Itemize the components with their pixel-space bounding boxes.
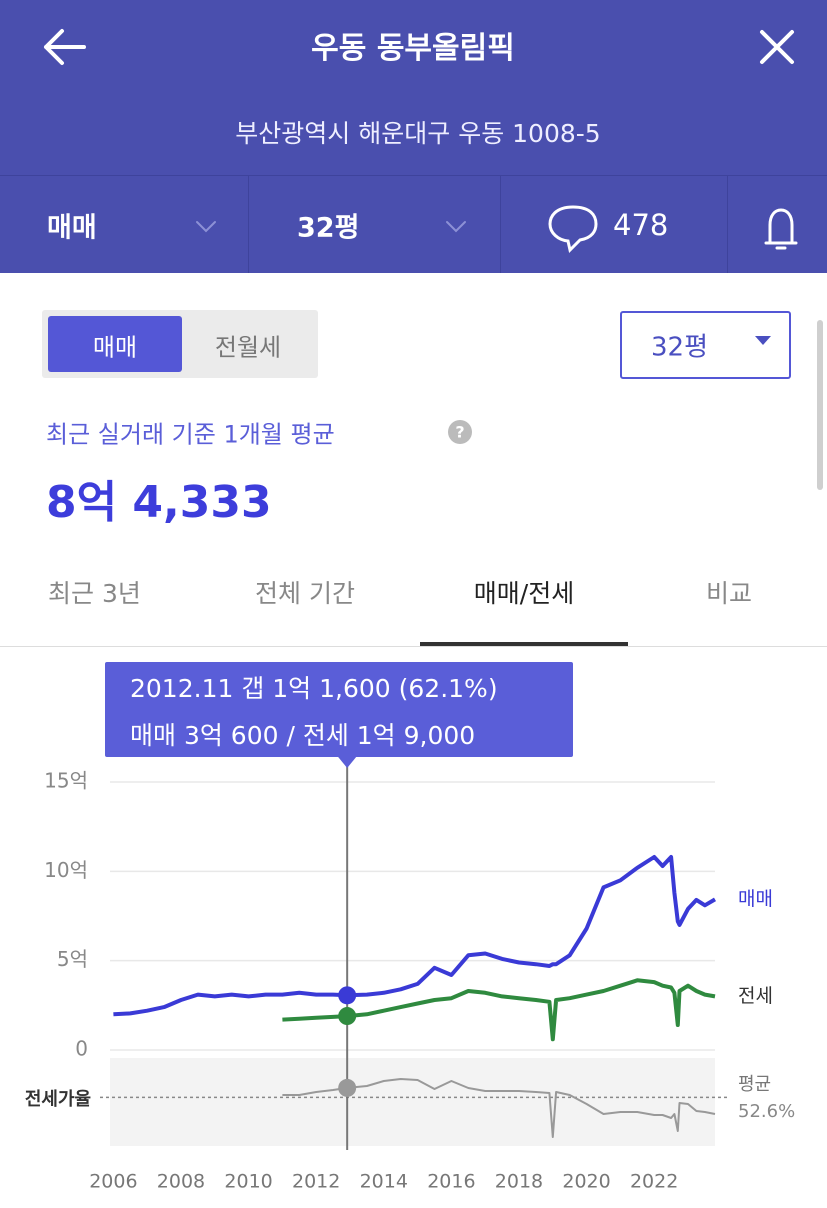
tab[interactable]: 비교 xyxy=(706,579,753,608)
summary-label: 최근 실거래 기준 1개월 평균 xyxy=(46,420,335,449)
series-line xyxy=(282,1078,716,1138)
x-tick-label: 2006 xyxy=(89,1171,137,1193)
selected-point xyxy=(338,986,357,1005)
chevron[interactable] xyxy=(196,221,216,233)
x-tick-label: 2014 xyxy=(360,1171,408,1193)
series-line xyxy=(282,978,716,1042)
tooltip-pointer xyxy=(338,757,357,768)
x-tick-label: 2016 xyxy=(427,1171,475,1193)
deal-type-filter[interactable]: 매매 xyxy=(47,212,97,244)
header xyxy=(0,0,827,273)
toggle-selected[interactable] xyxy=(48,316,182,372)
tooltip-text: 매매 3억 600 / 전세 1억 9,000 xyxy=(130,721,475,750)
selected-point xyxy=(338,1078,357,1097)
x-tick-label: 2010 xyxy=(224,1171,272,1193)
icons: ? xyxy=(448,320,823,490)
bell-icon[interactable] xyxy=(764,208,798,250)
y-tick-label: 5억 xyxy=(57,947,88,971)
chart: 0 5억 10억 15억 2006 2008 2010 2012 2014 2016 2018 202… xyxy=(25,662,795,1193)
help-mark: ? xyxy=(455,423,464,442)
subtitle: 부산광역시 해운대구 우동 1008-5 xyxy=(235,119,601,148)
dropdown-arrow xyxy=(755,336,771,345)
chevron[interactable] xyxy=(446,221,466,233)
y-tick-label: 10억 xyxy=(44,858,88,882)
scrollbar xyxy=(817,320,823,490)
divider xyxy=(0,175,827,176)
divider xyxy=(248,176,249,273)
tab[interactable]: 전체 기간 xyxy=(255,579,355,608)
ratio-panel xyxy=(110,1058,715,1146)
tooltip xyxy=(105,662,573,757)
summary-price: 8억 4,333 xyxy=(46,477,272,528)
back-icon[interactable] xyxy=(44,29,86,65)
series-line xyxy=(113,855,717,1017)
y-tick-label: 0 xyxy=(75,1037,88,1061)
x-tick-label: 2012 xyxy=(292,1171,340,1193)
average-label: 평균 xyxy=(738,1074,771,1095)
size-select-value[interactable]: 32평 xyxy=(651,332,709,363)
tooltip-text: 2012.11 갭 1억 1,600 (62.1%) xyxy=(130,674,498,703)
divider xyxy=(727,176,728,273)
legend-label: 매매 xyxy=(738,888,773,910)
divider xyxy=(0,646,827,647)
title: 우동 동부올림픽 xyxy=(311,31,515,66)
legend-label: 전세 xyxy=(738,985,773,1007)
x-tick-label: 2022 xyxy=(630,1171,678,1193)
size-select[interactable] xyxy=(620,311,791,379)
x-tick-label: 2018 xyxy=(495,1171,543,1193)
x-tick-label: 2020 xyxy=(562,1171,610,1193)
help-icon[interactable] xyxy=(448,420,472,444)
header-icons xyxy=(44,29,798,253)
x-tick-label: 2008 xyxy=(157,1171,205,1193)
close-icon[interactable] xyxy=(760,30,794,64)
tab-selected[interactable]: 매매/전세 xyxy=(473,579,575,608)
toggle-option[interactable]: 매매 xyxy=(92,333,138,362)
comment-count[interactable]: 478 xyxy=(613,208,669,242)
average-value: 52.6% xyxy=(738,1101,795,1122)
comment-icon[interactable] xyxy=(548,205,598,253)
divider xyxy=(500,176,501,273)
selected-point xyxy=(338,1007,357,1026)
tab-underline xyxy=(420,642,628,646)
y-tick-label: 15억 xyxy=(44,769,88,793)
size-filter[interactable]: 32평 xyxy=(297,212,360,244)
toggle-option[interactable]: 전월세 xyxy=(214,333,282,362)
ratio-label: 전세가율 xyxy=(25,1089,91,1110)
tab[interactable]: 최근 3년 xyxy=(48,579,141,608)
